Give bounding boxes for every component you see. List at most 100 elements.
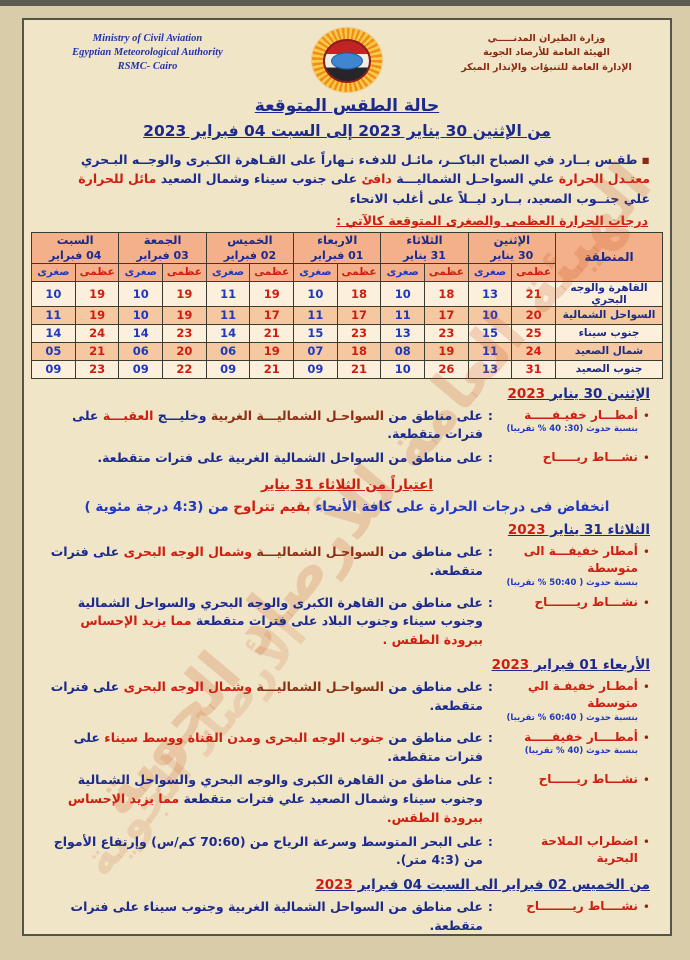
bullet-label: أمطار خفيفـــة الى متوسطة	[523, 543, 638, 576]
letterhead-arabic-line: الهيئة العامة للأرصاد الجوية	[483, 47, 610, 59]
region-cell: السواحل الشمالية	[555, 305, 663, 325]
text-segment: طقـس بــارد في الصباح الباكــر، مائـل لل…	[80, 152, 638, 167]
letterhead-english-line: RSMC- Cairo	[117, 61, 178, 73]
bullet-label-box: أمطـار خفيفـة الي متوسطة بنسبة حدوث ( 60:…	[498, 678, 638, 724]
text-segment: على فترات متقطعة.	[50, 543, 483, 578]
max-temp-cell: 17	[424, 305, 469, 325]
text-segment: على فترات متقطعة.	[72, 407, 483, 442]
forecast-bullet: • نشـــاط ريـــــاح: على مناطق من السواحل …	[44, 449, 650, 468]
bullet-colon: :	[487, 899, 493, 915]
min-temp-cell: 09	[31, 359, 76, 379]
text-segment: السواحـل الشماليـــة	[252, 678, 384, 694]
min-temp-cell: 10	[31, 280, 76, 307]
text-segment: مما يزيد الإحساس ببرودة الطقس.	[67, 791, 483, 825]
text-segment: مما يزيد الإحساس ببرودة الطقس .	[80, 613, 483, 648]
text-segment: وخليـــج	[153, 407, 207, 423]
forecast-bullet: • اضطراب الملاحة البحرية: على البحر المتوس…	[44, 833, 650, 871]
bullet-label: نشــــاط ريــــــــاح	[526, 899, 638, 914]
max-temp-cell: 31	[511, 359, 556, 379]
letterhead: Ministry of Civil Aviation Egyptian Meteo…	[24, 20, 670, 94]
min-temp-cell: 11	[380, 305, 426, 325]
day-column-header: الجمعة 03 فبراير	[118, 232, 207, 265]
text-segment: السواحـل الشماليـــة الغربية	[206, 407, 384, 423]
min-subheader: صغرى	[118, 263, 164, 282]
max-temp-cell: 19	[74, 305, 120, 325]
text-segment: على فترات متقطعة.	[50, 678, 483, 713]
day-date: 02 فبراير	[223, 248, 277, 262]
max-temp-cell: 17	[249, 305, 295, 325]
section-title: الإثنين 30 يناير 2023	[44, 386, 650, 402]
temperatures-table: المنطقة الإثنين 30 يناير الثلاثاء 31 يناير ال…	[30, 232, 663, 379]
day-column-header: الاربعاء 01 فبراير	[293, 232, 382, 265]
temperatures-table-body: القاهرة والوجه البحري 21 13 18 10 18 10 19 11 19 1…	[31, 280, 663, 379]
max-temp-cell: 23	[162, 323, 207, 343]
min-temp-cell: 05	[31, 341, 76, 361]
bullet-label: أمطـار خفيفـة الي متوسطة	[527, 678, 638, 711]
bullet-description: على مناطق من القاهرة الكبرى والوجه البحر…	[44, 594, 483, 650]
day-name: السبت	[56, 233, 94, 248]
bullet-colon: :	[487, 543, 493, 559]
table-row: القاهرة والوجه البحري 21 13 18 10 18 10 19 11 19 1…	[31, 280, 663, 307]
text-segment: علي السواحـل الشماليـــة	[391, 171, 555, 187]
text-segment: على مناطق من	[384, 678, 483, 694]
min-subheader: صغرى	[293, 263, 338, 282]
min-temp-cell: 11	[205, 280, 251, 307]
weather-summary-text: طقـس بــارد في الصباح الباكــر، مائـل لل…	[78, 152, 650, 206]
region-cell: القاهرة والوجه البحري	[555, 280, 663, 307]
day-date: 31 يناير	[403, 248, 446, 262]
min-temp-cell: 11	[31, 305, 76, 325]
section-title-text: الثلاثاء 31 يناير	[545, 521, 650, 538]
max-temp-cell: 21	[336, 359, 382, 379]
min-temp-cell: 14	[205, 323, 251, 343]
bullet-dot-icon: •	[642, 773, 650, 788]
max-temp-cell: 21	[74, 341, 120, 361]
day-name: الخميس	[227, 233, 273, 248]
max-temp-cell: 21	[249, 323, 295, 343]
min-temp-cell: 09	[118, 359, 164, 379]
section-title-text: الأربعاء 01 فبراير	[529, 656, 650, 673]
notice-line: انخفاض فى درجات الحرارة على كافة الأنحاء…	[44, 499, 650, 515]
section-title-text: من الخميس 02 فبراير الى السبت 04 فبراير	[352, 877, 650, 894]
max-temp-cell: 26	[424, 359, 469, 379]
text-segment: معتـدل الحرارة	[554, 171, 650, 187]
bullet-label: أمطـــار خفيـفـــــة	[524, 407, 638, 422]
min-temp-cell: 14	[31, 323, 76, 343]
min-temp-cell: 13	[467, 359, 513, 379]
max-subheader: عظمى	[249, 263, 295, 282]
bullet-description: على مناطق من السواحـل الشماليـــة الغربي…	[44, 407, 483, 445]
table-row: جنوب الصعيد 31 13 26 10 21 09 21 09 22 09 23 09	[31, 359, 663, 379]
forecast-section: من الخميس 02 فبراير الى السبت 04 فبراير …	[44, 877, 650, 934]
max-subheader: عظمى	[336, 263, 382, 282]
text-segment: من (4:3 درجة مئوية )	[84, 498, 229, 515]
scan-top-edge	[0, 0, 690, 6]
min-subheader: صغرى	[380, 263, 426, 282]
text-segment: على مناطق من	[384, 543, 483, 559]
forecast-bullet: • أمطــــار خفيفـــــة بنسبة حدوث (40 % تق…	[44, 729, 650, 767]
bullet-label: اضطراب الملاحة البحرية	[541, 833, 638, 865]
text-segment: على مناطق من	[384, 407, 483, 423]
bullet-colon: :	[487, 450, 493, 466]
max-temp-cell: 19	[162, 305, 207, 325]
bullet-dot-icon: •	[642, 679, 650, 694]
max-subheader: عظمى	[511, 263, 556, 282]
bullet-colon: :	[487, 772, 493, 788]
probability-note: بنسبة حدوث ( 50:40 % تقريبا)	[506, 577, 638, 588]
forecast-bullet: • أمطار خفيفـــة الى متوسطة بنسبة حدوث ( 5…	[44, 543, 650, 589]
bullet-label-box: اضطراب الملاحة البحرية	[498, 833, 638, 868]
text-segment: على مناطق من السواحل الشمالية الغربية وج…	[70, 899, 483, 933]
bullet-colon: :	[487, 678, 493, 694]
bullet-label-box: نشـــاط ريــــــاح	[498, 771, 638, 788]
bullet-label-box: أمطار خفيفـــة الى متوسطة بنسبة حدوث ( 50…	[498, 543, 638, 589]
section-title-year: 2023	[315, 877, 353, 894]
min-subheader: صغرى	[467, 263, 513, 282]
min-temp-cell: 10	[118, 305, 164, 325]
max-temp-cell: 18	[336, 341, 382, 361]
region-column-header: المنطقة	[555, 232, 663, 282]
table-row: السواحل الشمالية 20 10 17 11 17 11 17 11 19 10 19 11	[31, 305, 663, 325]
day-column-header: الإثنين 30 يناير	[467, 232, 557, 265]
bullet-description: على مناطق من السواحـل الشماليـــة وشمال …	[44, 678, 483, 716]
max-temp-cell: 25	[511, 323, 556, 343]
text-segment: مائل للحرارة	[78, 171, 157, 187]
text-segment: على مناطق من القاهرة الكبرى والوجه البحر…	[77, 772, 483, 807]
max-subheader: عظمى	[162, 263, 207, 282]
